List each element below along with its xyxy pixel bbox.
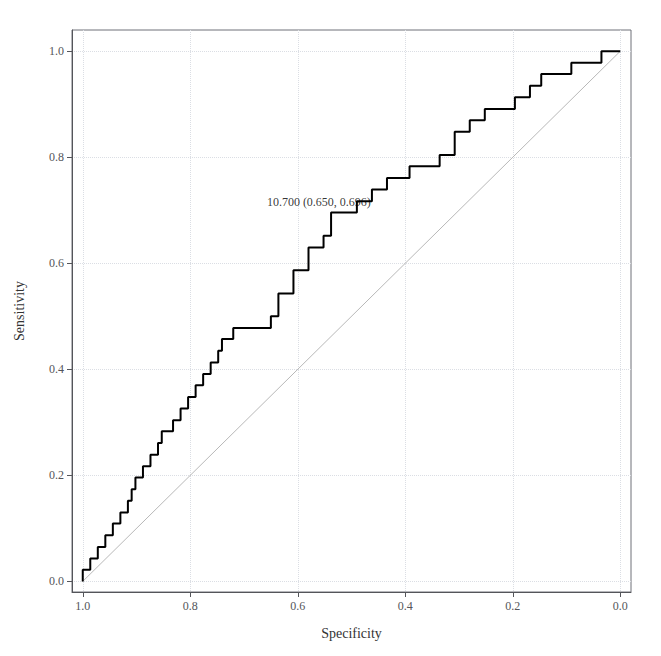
svg-text:1.0: 1.0	[49, 44, 64, 58]
svg-text:0.8: 0.8	[183, 599, 198, 613]
svg-text:0.0: 0.0	[613, 599, 628, 613]
svg-text:0.4: 0.4	[398, 599, 413, 613]
svg-text:0.8: 0.8	[49, 150, 64, 164]
svg-text:0.2: 0.2	[49, 468, 64, 482]
svg-text:1.0: 1.0	[75, 599, 90, 613]
svg-text:0.2: 0.2	[505, 599, 520, 613]
svg-text:0.4: 0.4	[49, 362, 64, 376]
svg-text:0.0: 0.0	[49, 574, 64, 588]
svg-text:Specificity: Specificity	[321, 626, 382, 641]
svg-text:0.6: 0.6	[290, 599, 305, 613]
svg-text:10.700 (0.650, 0.696): 10.700 (0.650, 0.696)	[267, 195, 371, 209]
svg-text:Sensitivity: Sensitivity	[12, 281, 27, 341]
svg-text:0.6: 0.6	[49, 256, 64, 270]
